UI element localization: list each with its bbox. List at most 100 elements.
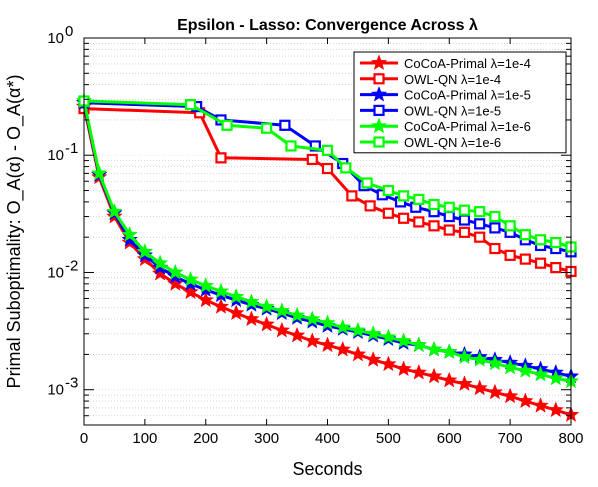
data-point bbox=[258, 298, 275, 314]
legend-marker bbox=[373, 136, 385, 148]
data-point bbox=[474, 206, 486, 218]
legend-item: CoCoA-Primal λ=1e-5 bbox=[360, 85, 531, 103]
x-tick-label: 500 bbox=[376, 430, 401, 447]
legend-item: CoCoA-Primal λ=1e-4 bbox=[360, 54, 531, 71]
data-point bbox=[395, 360, 412, 377]
legend-label: OWL-QN λ=1e-5 bbox=[404, 103, 501, 118]
x-tick-label: 300 bbox=[254, 430, 279, 447]
data-point bbox=[410, 363, 428, 380]
y-tick-exponent: 0 bbox=[65, 23, 73, 40]
series-5 bbox=[75, 92, 580, 389]
legend-item: OWL-QN λ=1e-6 bbox=[360, 135, 501, 150]
data-point bbox=[243, 310, 260, 327]
data-point bbox=[273, 302, 291, 318]
legend-box bbox=[353, 51, 567, 154]
data-point bbox=[489, 210, 501, 223]
data-point bbox=[380, 328, 397, 345]
y-tick-label: 10 bbox=[47, 30, 64, 47]
data-point bbox=[413, 216, 425, 228]
data-point bbox=[519, 229, 531, 241]
data-point bbox=[443, 224, 455, 236]
data-point bbox=[364, 325, 382, 341]
data-point bbox=[397, 190, 410, 202]
data-point bbox=[534, 234, 547, 246]
data-point bbox=[504, 249, 516, 261]
legend-item: OWL-QN λ=1e-5 bbox=[360, 103, 501, 118]
data-point bbox=[456, 348, 473, 365]
data-point bbox=[395, 332, 412, 349]
data-point bbox=[321, 144, 334, 156]
data-point bbox=[227, 288, 245, 304]
data-point bbox=[517, 362, 534, 378]
data-point bbox=[334, 340, 351, 357]
data-point bbox=[474, 231, 486, 243]
data-point bbox=[428, 198, 440, 211]
data-point bbox=[547, 401, 565, 418]
x-tick-label: 200 bbox=[193, 430, 218, 447]
data-point bbox=[471, 351, 488, 367]
data-point bbox=[550, 262, 562, 274]
data-point bbox=[304, 332, 321, 349]
data-point bbox=[440, 343, 458, 359]
legend-item: OWL-QN λ=1e-4 bbox=[360, 72, 501, 87]
legend-marker bbox=[373, 104, 385, 117]
data-point bbox=[221, 119, 233, 131]
data-point bbox=[340, 162, 352, 174]
y-tick-label: 10 bbox=[47, 264, 64, 281]
legend-marker bbox=[370, 54, 388, 71]
x-tick-label: 0 bbox=[80, 430, 88, 447]
x-tick-label: 400 bbox=[315, 430, 340, 447]
data-point bbox=[458, 204, 471, 216]
data-point bbox=[321, 162, 334, 175]
data-point bbox=[361, 177, 373, 189]
data-point bbox=[380, 355, 397, 372]
x-tick-label: 700 bbox=[498, 430, 523, 447]
data-point bbox=[136, 243, 154, 259]
series-layer bbox=[75, 92, 580, 422]
data-point bbox=[397, 212, 410, 224]
y-tick-exponent: -2 bbox=[65, 257, 78, 274]
data-point bbox=[440, 371, 458, 388]
data-point bbox=[167, 263, 184, 280]
data-point bbox=[285, 140, 297, 152]
data-point bbox=[428, 220, 440, 232]
data-point bbox=[458, 214, 471, 226]
data-point bbox=[288, 306, 306, 323]
data-point bbox=[273, 321, 291, 338]
data-point bbox=[517, 392, 534, 409]
data-point bbox=[489, 222, 501, 234]
data-point bbox=[346, 190, 358, 202]
legend-marker bbox=[370, 85, 388, 102]
data-point bbox=[382, 184, 394, 197]
y-tick-exponent: -3 bbox=[65, 375, 78, 392]
legend-marker bbox=[370, 117, 388, 134]
data-point bbox=[413, 193, 425, 206]
data-point bbox=[443, 201, 455, 213]
data-point bbox=[334, 318, 351, 335]
data-point bbox=[306, 153, 318, 166]
data-point bbox=[456, 375, 473, 391]
data-point bbox=[309, 140, 321, 152]
data-point bbox=[167, 275, 184, 291]
data-point bbox=[304, 310, 321, 327]
legend-marker bbox=[373, 73, 385, 85]
x-tick-label: 100 bbox=[132, 430, 157, 447]
data-point bbox=[197, 291, 215, 308]
data-point bbox=[458, 226, 471, 238]
data-point bbox=[486, 354, 504, 371]
chart-title: Epsilon - Lasso: Convergence Across λ bbox=[177, 17, 478, 34]
legend-label: OWL-QN λ=1e-6 bbox=[404, 135, 501, 150]
data-point bbox=[547, 369, 565, 386]
data-point bbox=[197, 277, 215, 293]
data-point bbox=[121, 231, 138, 247]
data-point bbox=[382, 207, 394, 219]
legend-label: CoCoA-Primal λ=1e-5 bbox=[404, 88, 531, 103]
data-point bbox=[471, 379, 488, 396]
y-tick-label: 10 bbox=[47, 147, 64, 164]
data-point bbox=[319, 336, 336, 353]
data-point bbox=[534, 257, 547, 269]
data-point bbox=[106, 202, 123, 219]
